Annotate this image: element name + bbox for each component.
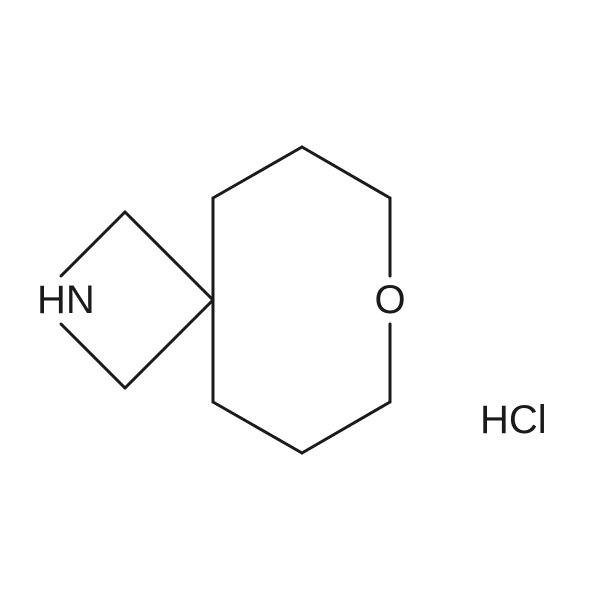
atom-label-o: O [374,278,405,322]
bond [213,402,302,453]
bond [61,324,125,388]
bond [125,300,213,388]
molecule-canvas: HN O HCl [0,0,600,600]
counterion-label: HCl [480,398,547,442]
bond [125,212,213,300]
bond [302,402,390,453]
atom-label-n: HN [37,278,95,322]
bond [61,212,125,276]
bond [302,147,390,198]
bond [213,147,302,198]
